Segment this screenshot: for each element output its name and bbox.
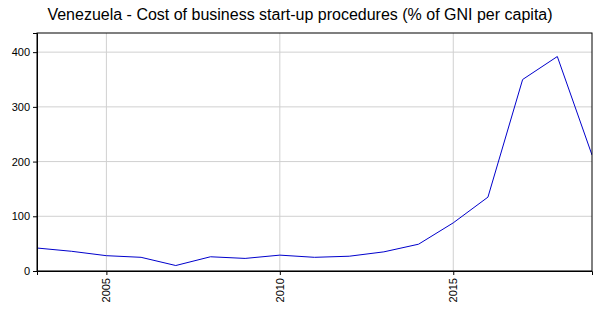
grid-line-x xyxy=(279,33,280,271)
title: Venezuela - Cost of business start-up pr… xyxy=(47,6,552,23)
x-tick-mark xyxy=(453,271,454,275)
line xyxy=(37,57,592,266)
x-tick-label: 2010 xyxy=(274,278,286,302)
y-tick-label: 100 xyxy=(12,210,30,222)
grid-line-x xyxy=(106,33,107,271)
y-tick-label: 300 xyxy=(12,101,30,113)
marks xyxy=(37,57,592,266)
grid xyxy=(37,33,592,271)
grid-line-x xyxy=(453,33,454,271)
plot-background xyxy=(37,33,592,271)
grid-line-y xyxy=(37,161,592,162)
x-axis-line xyxy=(38,272,593,276)
y-tick-mark xyxy=(33,271,37,272)
plot: 0 100 200 300 400 2005 2010 2015 xyxy=(12,33,593,302)
y-tick-label: 0 xyxy=(24,265,30,277)
x-tick-label: 2015 xyxy=(447,278,459,302)
grid-line-y xyxy=(37,216,592,217)
x-tick-mark xyxy=(280,271,281,275)
chart: Venezuela - Cost of business start-up pr… xyxy=(0,0,600,315)
plot-frame xyxy=(37,33,592,271)
y-tick: 400 xyxy=(12,46,37,58)
x-tick: 2005 xyxy=(100,271,112,302)
x-tick-mark xyxy=(106,271,107,275)
x-tick: 2010 xyxy=(274,271,286,302)
grid-line-y xyxy=(37,106,592,107)
y-tick: 300 xyxy=(12,101,37,113)
x-tick: 2015 xyxy=(447,271,459,302)
y-tick-label: 400 xyxy=(12,46,30,58)
y-tick-mark xyxy=(33,162,37,163)
y-tick: 200 xyxy=(12,156,37,168)
y-tick-mark xyxy=(33,216,37,217)
y-tick: 100 xyxy=(12,210,37,222)
x-axis: 2005 2010 2015 xyxy=(38,271,593,302)
y-tick-mark xyxy=(33,107,37,108)
y-tick-mark xyxy=(33,52,37,53)
x-tick-label: 2005 xyxy=(100,278,112,302)
y-axis: 0 100 200 300 400 xyxy=(12,34,38,278)
grid-line-y xyxy=(37,52,592,53)
y-tick: 0 xyxy=(24,265,37,277)
y-tick-label: 200 xyxy=(12,156,30,168)
